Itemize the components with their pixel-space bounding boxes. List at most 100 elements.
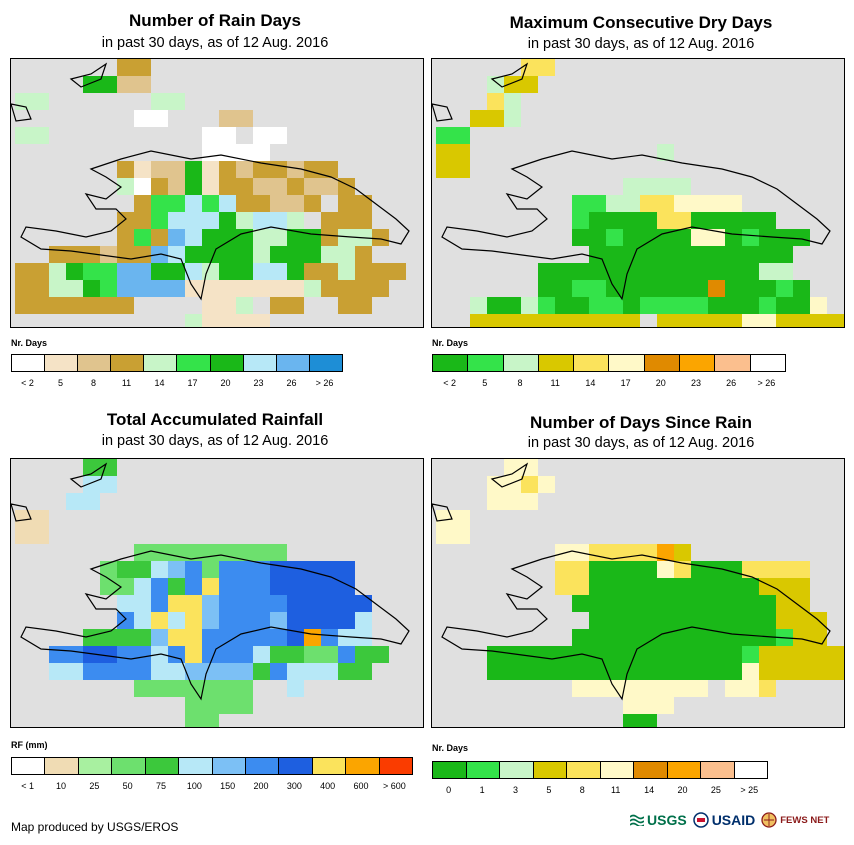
grid-cell <box>827 646 844 663</box>
grid-cell <box>589 646 606 663</box>
legend-label: 150 <box>220 781 236 791</box>
grid-cell <box>287 161 304 178</box>
grid-cell <box>355 263 372 280</box>
grid-cell <box>185 646 202 663</box>
grid-cell <box>487 663 504 680</box>
fewsnet-globe-icon <box>761 812 777 828</box>
grid-cell <box>168 561 185 578</box>
grid-cell <box>66 493 83 510</box>
panel-rain-days: Number of Rain Days in past 30 days, as … <box>0 0 430 400</box>
grid-cell <box>691 246 708 263</box>
grid-cell <box>253 195 270 212</box>
grid-cell <box>287 178 304 195</box>
grid-cell <box>253 212 270 229</box>
grid-cell <box>521 297 538 314</box>
grid-cell <box>725 663 742 680</box>
grid-cell <box>389 263 406 280</box>
grid-cell <box>253 663 270 680</box>
grid-cell <box>134 195 151 212</box>
grid-cell <box>185 663 202 680</box>
legend-swatch <box>609 355 645 371</box>
partner-logos: USGS USAID FEWS NET <box>630 807 829 833</box>
grid-cell <box>640 578 657 595</box>
grid-cell <box>589 629 606 646</box>
grid-cell <box>504 663 521 680</box>
grid-cell <box>504 297 521 314</box>
grid-cell <box>555 646 572 663</box>
grid-cell <box>134 161 151 178</box>
grid-cell <box>759 229 776 246</box>
grid-cell <box>436 527 453 544</box>
grid-cell <box>470 297 487 314</box>
legend-label: < 2 <box>21 378 34 388</box>
legend-label: 400 <box>320 781 336 791</box>
grid-cell <box>674 246 691 263</box>
grid-cell <box>538 646 555 663</box>
legend-label: 100 <box>186 781 202 791</box>
grid-cell <box>202 297 219 314</box>
grid-cell <box>270 612 287 629</box>
grid-cell <box>304 595 321 612</box>
legend-swatch <box>112 758 146 774</box>
grid-cell <box>691 663 708 680</box>
grid-cell <box>287 297 304 314</box>
legend-labels: 0 1 3 5 8 11 14 20 25 > 25 <box>432 785 766 797</box>
legend-label: 10 <box>55 781 67 791</box>
legend-swatch <box>312 758 347 774</box>
grid-cell <box>219 280 236 297</box>
grid-cell <box>436 161 453 178</box>
legend-label: 20 <box>655 378 666 388</box>
grid-cell <box>270 629 287 646</box>
grid-cell <box>810 663 827 680</box>
panel-title: Maximum Consecutive Dry Days <box>509 13 773 32</box>
grid-cell <box>219 612 236 629</box>
grid-cell <box>219 229 236 246</box>
grid-cell <box>640 544 657 561</box>
grid-cell <box>691 646 708 663</box>
grid-cell <box>657 578 674 595</box>
grid-cell <box>168 178 185 195</box>
grid-cell <box>270 663 287 680</box>
grid-cell <box>504 76 521 93</box>
legend-label: 11 <box>611 785 621 795</box>
grid-cell <box>453 527 470 544</box>
grid-cell <box>606 246 623 263</box>
grid-cell <box>572 297 589 314</box>
grid-cell <box>674 646 691 663</box>
grid-cell <box>725 629 742 646</box>
grid-cell <box>15 527 32 544</box>
legend-label: 5 <box>546 785 552 795</box>
grid-cell <box>338 263 355 280</box>
grid-cell <box>776 263 793 280</box>
legend-swatch <box>346 758 380 774</box>
grid-cell <box>236 544 253 561</box>
grid-cell <box>372 263 389 280</box>
grid-cell <box>168 246 185 263</box>
grid-cell <box>32 510 49 527</box>
grid-cell <box>355 646 372 663</box>
grid-cell <box>555 297 572 314</box>
grid-cell <box>15 297 32 314</box>
grid-cell <box>623 595 640 612</box>
legend-label: 25 <box>710 785 721 795</box>
grid-cell <box>134 595 151 612</box>
grid-cell <box>151 595 168 612</box>
grid-cell <box>117 59 134 76</box>
grid-cell <box>236 195 253 212</box>
legend-label: 8 <box>517 378 523 388</box>
grid-cell <box>134 280 151 297</box>
grid-cell <box>83 663 100 680</box>
grid-cell <box>15 263 32 280</box>
grid-cell <box>793 314 810 327</box>
grid-cell <box>538 476 555 493</box>
grid-cell <box>793 229 810 246</box>
grid-cell <box>606 663 623 680</box>
grid-cell <box>32 297 49 314</box>
grid-cell <box>640 195 657 212</box>
grid-cell <box>521 476 538 493</box>
legend-swatch <box>644 355 681 371</box>
grid-cell <box>759 263 776 280</box>
grid-cell <box>321 246 338 263</box>
grid-cell <box>151 110 168 127</box>
grid-cell <box>555 263 572 280</box>
